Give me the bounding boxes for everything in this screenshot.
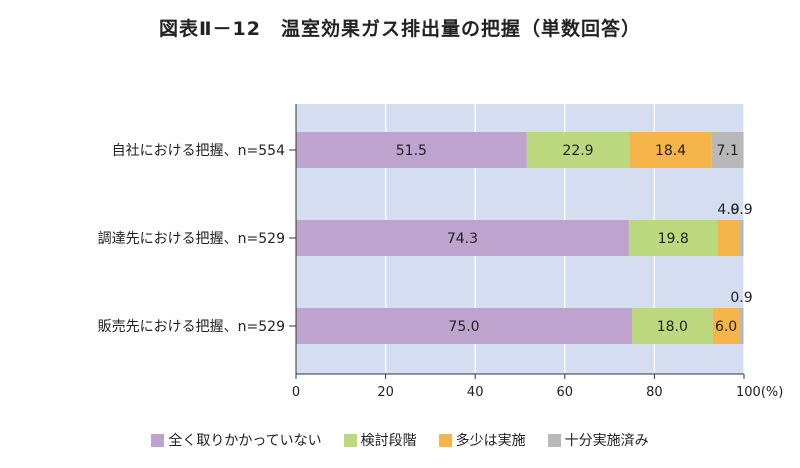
- data-label: 22.9: [562, 143, 593, 159]
- legend-label: 全く取りかかっていない: [168, 433, 322, 449]
- bar-segment: [712, 308, 740, 344]
- data-label: 18.0: [657, 319, 688, 335]
- bar-segment: [629, 132, 712, 168]
- x-tick-label: 100(%): [736, 385, 783, 400]
- bar-segment: [632, 308, 713, 344]
- legend-swatch: [151, 433, 165, 447]
- legend-item: 検討段階: [343, 430, 417, 450]
- bar-segment: [711, 132, 744, 168]
- legend: 全く取りかかっていない 検討段階 多少は実施 十分実施済み: [0, 430, 800, 450]
- category-label: 自社における把握、n=554: [112, 143, 285, 159]
- legend-label: 多少は実施: [455, 433, 526, 449]
- bar-segment: [296, 220, 629, 256]
- category-label: 調達先における把握、n=529: [98, 231, 285, 247]
- legend-label: 十分実施済み: [564, 433, 649, 449]
- x-tick-label: 40: [467, 385, 484, 400]
- x-tick-label: 60: [557, 385, 574, 400]
- x-tick-label: 80: [646, 385, 663, 400]
- legend-swatch: [343, 433, 357, 447]
- data-label: 51.5: [396, 143, 427, 159]
- data-label: 74.3: [447, 231, 478, 247]
- data-label: 6.0: [715, 319, 737, 335]
- category-label: 販売先における把握、n=529: [98, 319, 285, 335]
- axes: 0 20 40 60 80 100(%) 自社における把握、n=554 調達先における把握、n…: [98, 104, 783, 400]
- data-label: 75.0: [448, 319, 479, 335]
- legend-item: 全く取りかかっていない: [151, 430, 322, 450]
- legend-label: 検討段階: [360, 433, 417, 449]
- bar-segment: [739, 220, 744, 256]
- data-label: 19.8: [658, 231, 689, 247]
- data-label: 18.4: [655, 143, 686, 159]
- legend-item: 多少は実施: [438, 430, 526, 450]
- bar-segment: [717, 220, 740, 256]
- bar-segment: [296, 308, 632, 344]
- x-tick-label: 20: [377, 385, 394, 400]
- bar-segment: [526, 132, 630, 168]
- bar-segment: [628, 220, 718, 256]
- chart-title: 図表Ⅱ－12 温室効果ガス排出量の把握（単数回答）: [159, 18, 641, 40]
- data-label: 0.9: [730, 290, 752, 306]
- bar-segment: [296, 132, 527, 168]
- legend-item: 十分実施済み: [547, 430, 649, 450]
- data-label: 4.9: [717, 202, 739, 218]
- data-label: 7.1: [717, 143, 739, 159]
- bars: 51.5 22.9 18.4 7.174.3 19.84.90.975.0 18.0 6.0…: [296, 132, 753, 344]
- legend-swatch: [438, 433, 452, 447]
- data-label: 0.9: [730, 202, 752, 218]
- x-tick-label: 0: [292, 385, 300, 400]
- bar-segment: [739, 308, 744, 344]
- legend-swatch: [547, 433, 561, 447]
